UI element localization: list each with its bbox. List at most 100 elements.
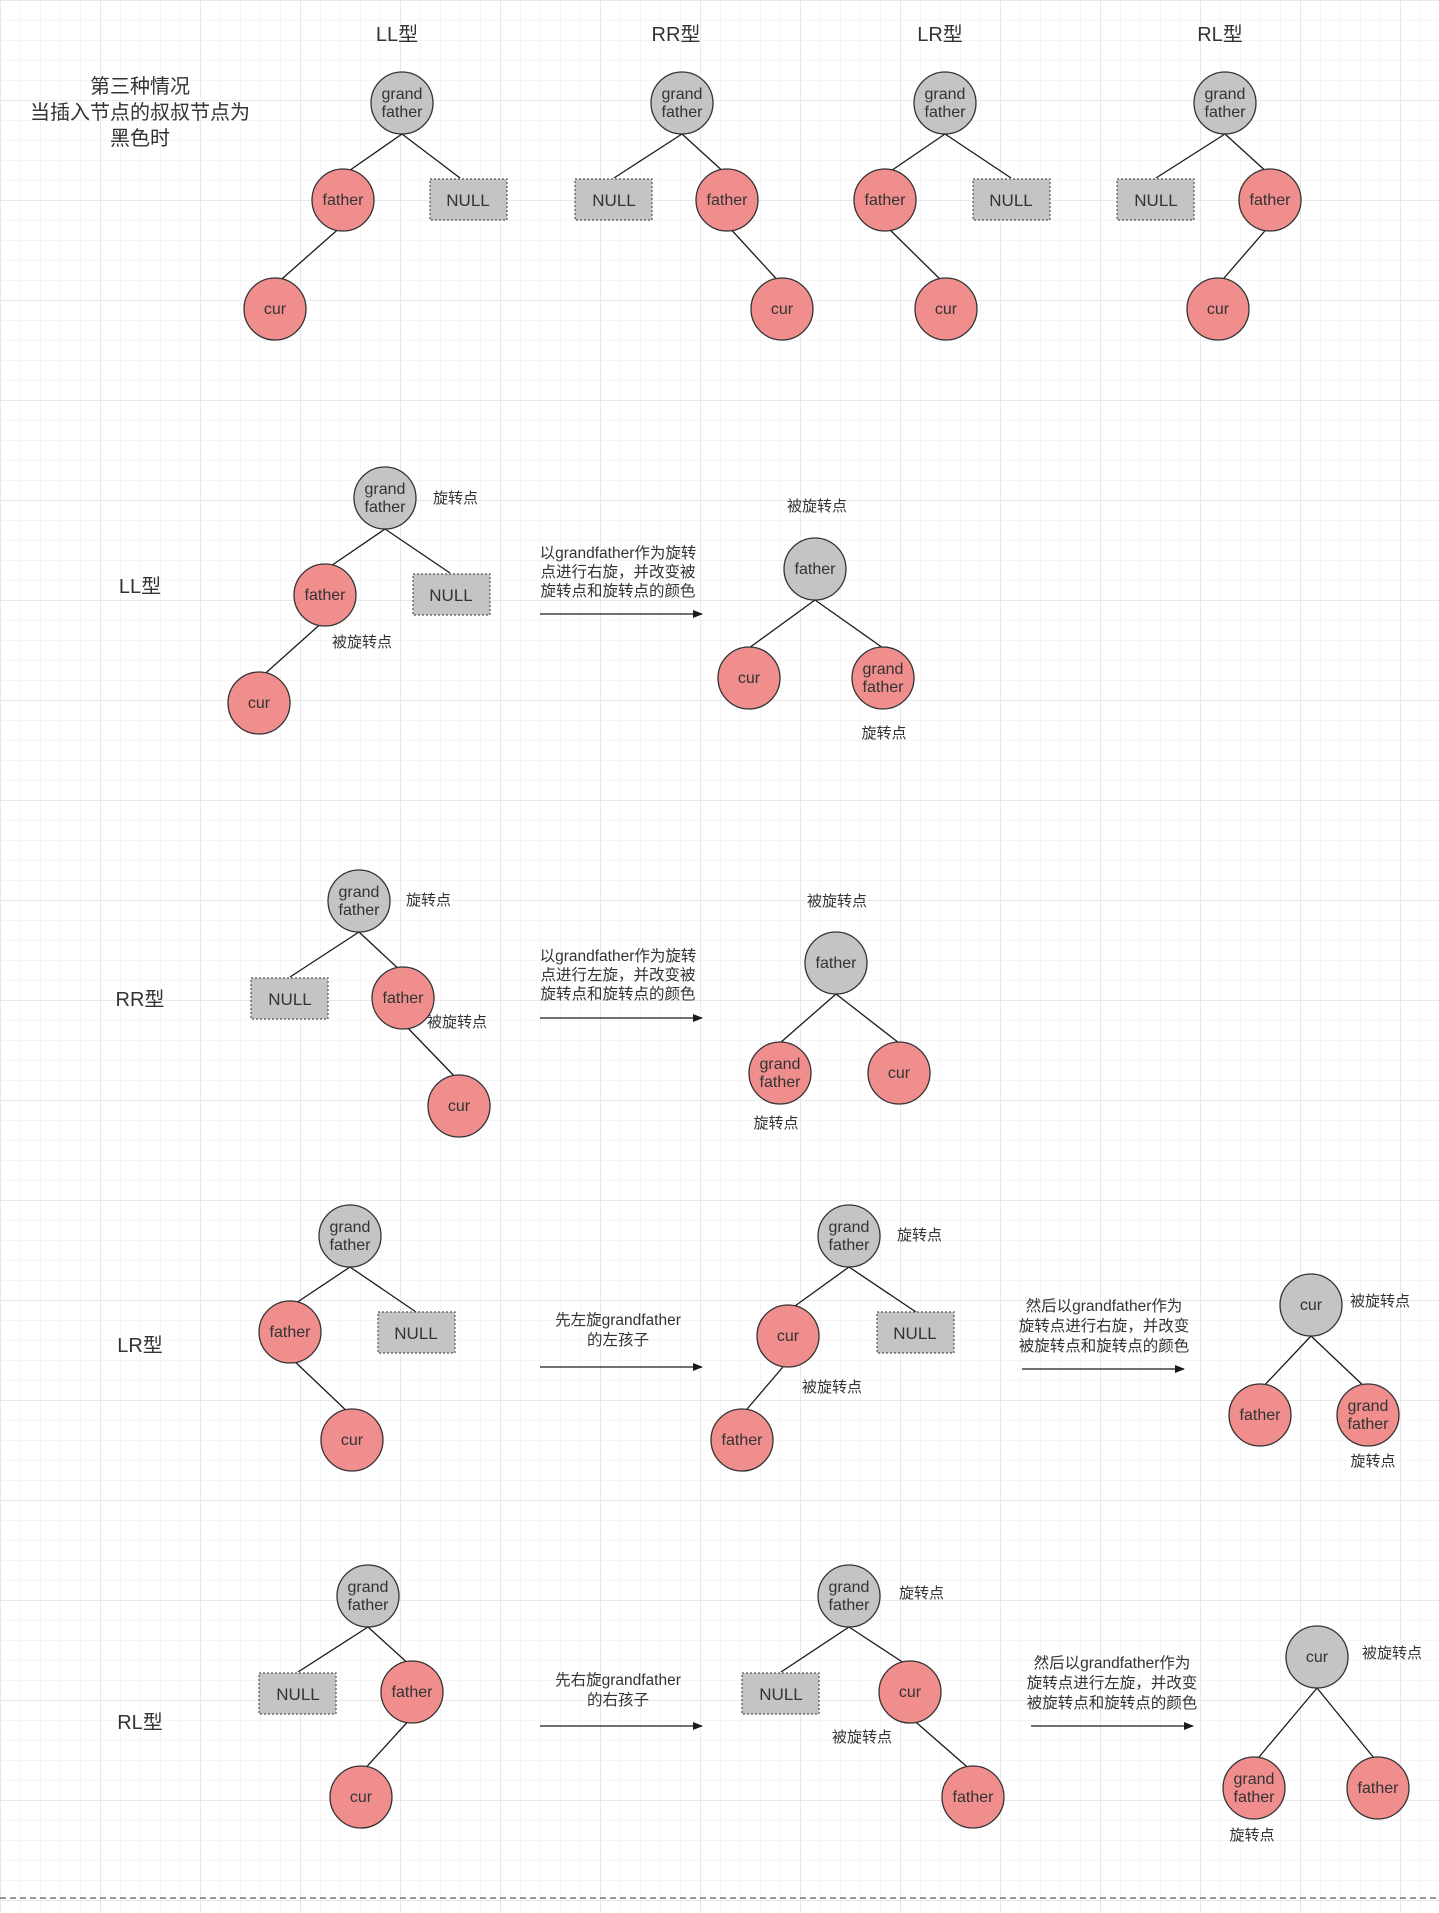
column-header-rr: RR型: [652, 23, 701, 46]
cur-node: cur: [914, 277, 978, 341]
svg-text:被旋转点和旋转点的颜色: 被旋转点和旋转点的颜色: [1019, 1337, 1190, 1355]
svg-text:grand: grand: [1234, 1771, 1275, 1788]
tree-top-lr: grand father father NULL cur: [853, 71, 1051, 341]
cur-node: cur: [320, 1408, 384, 1472]
svg-text:father: father: [348, 1597, 390, 1614]
lr-step1-description: 先左旋grandfather 的左孩子: [555, 1311, 681, 1349]
svg-text:cur: cur: [1306, 1649, 1329, 1666]
svg-text:grand: grand: [1205, 86, 1246, 103]
cur-node: cur: [329, 1765, 393, 1829]
column-headers: LL型 RR型 LR型 RL型: [376, 23, 1243, 46]
svg-text:father: father: [1205, 104, 1247, 121]
svg-text:cur: cur: [350, 1789, 373, 1806]
svg-text:father: father: [795, 561, 837, 578]
svg-text:father: father: [1234, 1789, 1276, 1806]
svg-text:father: father: [365, 499, 407, 516]
grandfather-node: grand father: [1222, 1756, 1286, 1820]
rotated-note: 被旋转点: [832, 1729, 892, 1746]
grandfather-node: grand father: [650, 71, 714, 135]
svg-text:father: father: [339, 902, 381, 919]
svg-text:cur: cur: [888, 1065, 911, 1082]
svg-text:father: father: [1348, 1416, 1390, 1433]
svg-text:grand: grand: [382, 86, 423, 103]
father-node: father: [293, 563, 357, 627]
column-header-ll: LL型: [376, 23, 418, 46]
cur-node: cur: [427, 1074, 491, 1138]
svg-text:然后以grandfather作为: 然后以grandfather作为: [1026, 1297, 1183, 1315]
cur-node: cur: [1285, 1625, 1349, 1689]
null-node: NULL: [250, 977, 329, 1020]
cur-node: cur: [717, 646, 781, 710]
rl-step1-description: 先右旋grandfather 的右孩子: [555, 1671, 681, 1709]
null-node: NULL: [412, 573, 491, 616]
grandfather-node: grand father: [318, 1204, 382, 1268]
cur-node: cur: [227, 671, 291, 735]
father-node: father: [258, 1300, 322, 1364]
ll-after-tree: 被旋转点 father cur grand father 旋转点: [717, 498, 915, 742]
rr-before-tree: grand father NULL father cur 旋转点 被旋转点: [250, 869, 491, 1138]
svg-text:以grandfather作为旋转: 以grandfather作为旋转: [540, 544, 697, 562]
grandfather-node: grand father: [748, 1041, 812, 1105]
grandfather-node: grand father: [1336, 1383, 1400, 1447]
father-node: father: [804, 931, 868, 995]
svg-text:cur: cur: [448, 1098, 471, 1115]
null-node: NULL: [876, 1311, 955, 1354]
svg-text:grand: grand: [829, 1219, 870, 1236]
father-node: father: [371, 966, 435, 1030]
svg-text:旋转点和旋转点的颜色: 旋转点和旋转点的颜色: [540, 582, 695, 600]
column-header-lr: LR型: [917, 23, 963, 46]
svg-text:先右旋grandfather: 先右旋grandfather: [555, 1671, 681, 1689]
null-node: NULL: [574, 178, 653, 221]
tree-top-rl: grand father NULL father cur: [1116, 71, 1302, 341]
father-node: father: [1346, 1756, 1410, 1820]
svg-text:NULL: NULL: [446, 191, 489, 210]
svg-text:cur: cur: [1207, 301, 1230, 318]
lr-middle-tree: grand father cur NULL father 旋转点 被旋转点: [710, 1204, 955, 1472]
pivot-note: 旋转点: [753, 1115, 798, 1132]
svg-text:的左孩子: 的左孩子: [587, 1331, 649, 1349]
grandfather-node: grand father: [1193, 71, 1257, 135]
svg-text:的右孩子: 的右孩子: [587, 1691, 649, 1709]
svg-text:father: father: [270, 1324, 312, 1341]
tree-top-rr: grand father NULL father cur: [574, 71, 814, 341]
intro-line-3: 黑色时: [110, 127, 170, 150]
svg-text:点进行右旋，并改变被: 点进行右旋，并改变被: [540, 563, 695, 581]
pivot-note: 旋转点: [433, 490, 478, 507]
svg-text:旋转点进行右旋，并改变: 旋转点进行右旋，并改变: [1019, 1317, 1190, 1335]
svg-text:father: father: [330, 1237, 372, 1254]
svg-text:NULL: NULL: [429, 586, 472, 605]
svg-text:grand: grand: [339, 884, 380, 901]
null-node: NULL: [741, 1672, 820, 1715]
svg-text:father: father: [1240, 1407, 1282, 1424]
svg-text:点进行左旋，并改变被: 点进行左旋，并改变被: [540, 966, 695, 984]
svg-text:grand: grand: [863, 661, 904, 678]
svg-text:father: father: [662, 104, 704, 121]
svg-text:cur: cur: [264, 301, 287, 318]
svg-text:cur: cur: [248, 695, 271, 712]
rotated-note: 被旋转点: [1350, 1293, 1410, 1310]
cur-node: cur: [867, 1041, 931, 1105]
svg-text:然后以grandfather作为: 然后以grandfather作为: [1034, 1654, 1191, 1672]
svg-text:father: father: [392, 1684, 434, 1701]
pivot-note: 旋转点: [1350, 1453, 1395, 1470]
svg-text:father: father: [863, 679, 905, 696]
lr-before-tree: grand father father NULL cur: [258, 1204, 456, 1472]
svg-text:cur: cur: [1300, 1297, 1323, 1314]
svg-text:grand: grand: [760, 1056, 801, 1073]
row-label-lr: LR型: [117, 1334, 163, 1357]
svg-text:grand: grand: [662, 86, 703, 103]
cur-node: cur: [243, 277, 307, 341]
father-node: father: [710, 1408, 774, 1472]
svg-text:grand: grand: [829, 1579, 870, 1596]
rl-step2-description: 然后以grandfather作为 旋转点进行左旋，并改变 被旋转点和旋转点的颜色: [1027, 1654, 1198, 1712]
svg-text:grand: grand: [330, 1219, 371, 1236]
svg-text:father: father: [760, 1074, 802, 1091]
rl-before-tree: grand father NULL father cur: [258, 1564, 444, 1829]
svg-text:NULL: NULL: [592, 191, 635, 210]
grandfather-node: grand father: [817, 1564, 881, 1628]
grandfather-node: grand father: [913, 71, 977, 135]
row-label-ll: LL型: [119, 575, 161, 598]
svg-text:NULL: NULL: [268, 990, 311, 1009]
svg-text:被旋转点和旋转点的颜色: 被旋转点和旋转点的颜色: [1027, 1694, 1198, 1712]
cur-node: cur: [750, 277, 814, 341]
